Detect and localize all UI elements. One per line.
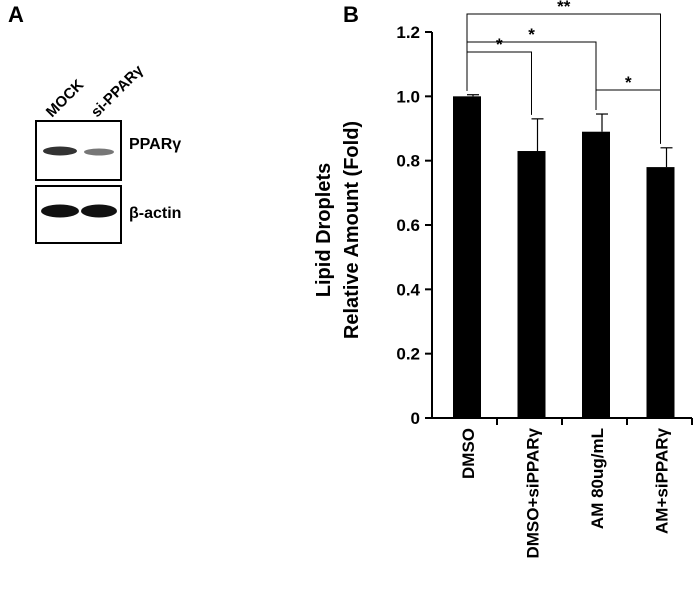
significance-label: *	[625, 73, 632, 92]
y-tick-label: 1.0	[396, 87, 420, 106]
significance-label: **	[557, 0, 571, 16]
y-tick-label: 0.8	[396, 152, 420, 171]
bar	[517, 151, 546, 418]
lane-label: si-PPARγ	[88, 61, 147, 120]
y-tick-label: 0.2	[396, 345, 420, 364]
y-tick-label: 1.2	[396, 23, 420, 42]
significance-label: *	[496, 35, 503, 54]
x-tick-label: AM+siPPARγ	[653, 427, 672, 534]
band	[43, 146, 77, 156]
x-tick-label: DMSO	[459, 428, 478, 479]
x-tick-label: AM 80ug/mL	[588, 428, 607, 529]
row-label: β-actin	[129, 205, 181, 222]
y-tick-label: 0.4	[396, 280, 420, 299]
row-label: PPARγ	[129, 136, 181, 153]
band	[81, 204, 117, 218]
panel-label: B	[343, 2, 359, 27]
significance-label: *	[528, 25, 535, 44]
band	[84, 148, 114, 156]
y-tick-label: 0	[411, 409, 420, 428]
bar	[453, 96, 481, 418]
band	[41, 204, 79, 218]
bar	[582, 131, 610, 418]
y-tick-label: 0.6	[396, 216, 420, 235]
y-axis-title: Lipid Droplets	[313, 163, 335, 297]
bar	[646, 167, 675, 418]
significance-bracket	[595, 89, 661, 144]
lane-label: MOCK	[43, 76, 88, 121]
y-axis-title: Relative Amount (Fold)	[341, 121, 363, 339]
x-tick-label: DMSO+siPPARγ	[524, 427, 543, 558]
panel-label: A	[8, 2, 24, 27]
significance-bracket	[466, 13, 661, 144]
